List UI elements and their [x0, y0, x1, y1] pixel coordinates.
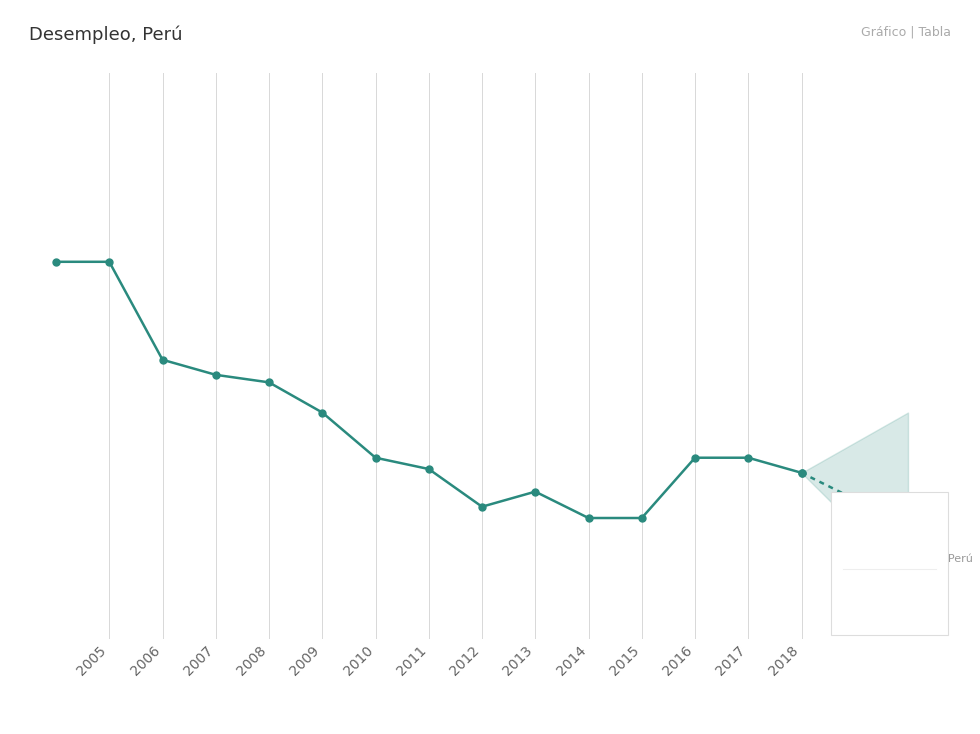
Text: 2020, Desempleo, Perú: 2020, Desempleo, Perú: [843, 553, 972, 564]
Text: Desempleo, Perú: Desempleo, Perú: [29, 26, 183, 44]
Text: Gráfico | Tabla: Gráfico | Tabla: [860, 26, 951, 39]
Text: ▼: ▼: [843, 622, 855, 631]
Text: 3,2%: 3,2%: [843, 529, 893, 547]
Text: 4 %: 4 %: [860, 600, 883, 613]
Text: Límites de error: Límites de error: [843, 575, 937, 589]
Text: 2,6 %: 2,6 %: [860, 622, 894, 635]
Text: Proyección: Proyección: [843, 501, 925, 514]
Text: ▲: ▲: [843, 600, 855, 609]
